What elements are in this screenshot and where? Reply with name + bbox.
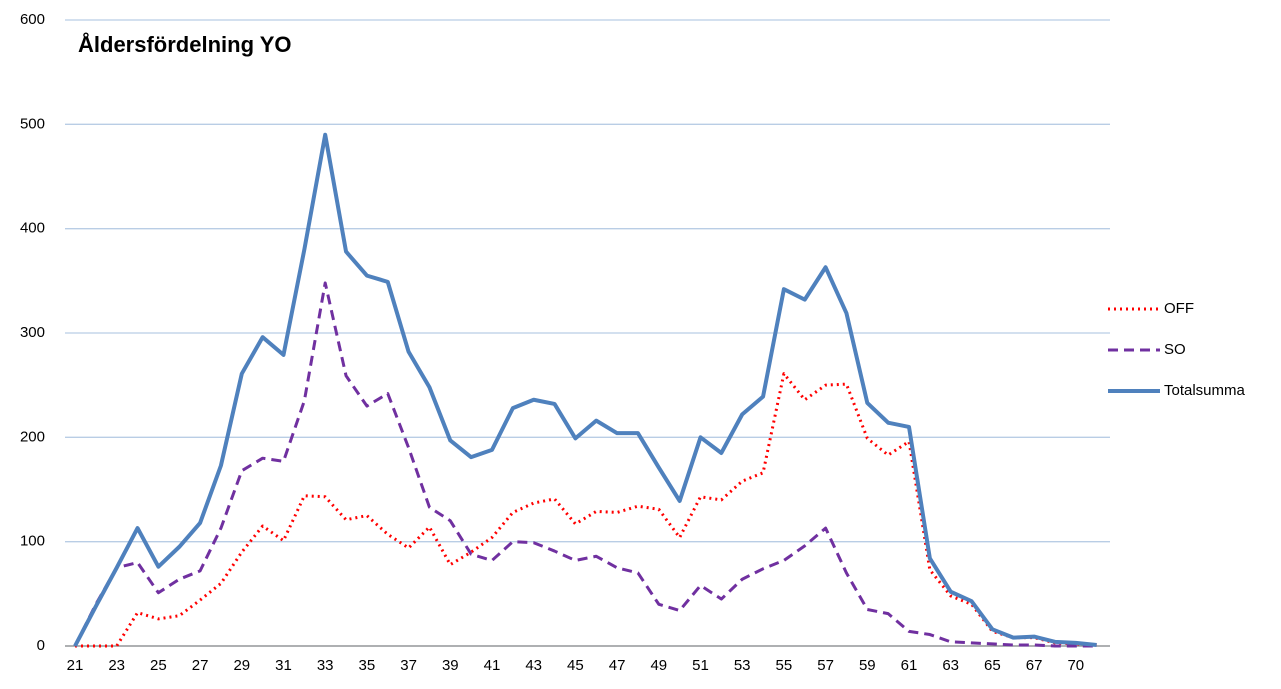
legend-label: Totalsumma: [1164, 382, 1246, 399]
x-tick-label: 59: [859, 657, 876, 674]
x-tick-label: 47: [609, 657, 626, 674]
x-tick-label: 45: [567, 657, 584, 674]
x-tick-label: 57: [817, 657, 834, 674]
series-line: [73, 132, 1097, 647]
y-tick-label: 600: [20, 11, 45, 28]
y-tick-label: 300: [20, 324, 45, 341]
x-tick-label: 25: [150, 657, 167, 674]
y-tick-label: 400: [20, 220, 45, 237]
x-tick-label: 35: [359, 657, 376, 674]
legend-label: SO: [1164, 341, 1186, 358]
x-tick-label: 61: [901, 657, 918, 674]
x-tick-label: 70: [1067, 657, 1084, 674]
x-tick-label: 23: [108, 657, 125, 674]
x-tick-label: 41: [484, 657, 501, 674]
x-tick-label: 37: [400, 657, 417, 674]
x-tick-label: 33: [317, 657, 334, 674]
x-tick-label: 49: [650, 657, 667, 674]
x-tick-label: 21: [67, 657, 84, 674]
y-tick-label: 500: [20, 115, 45, 132]
x-tick-label: 63: [942, 657, 959, 674]
x-tick-label: 39: [442, 657, 459, 674]
y-tick-label: 100: [20, 533, 45, 550]
x-tick-label: 27: [192, 657, 209, 674]
x-tick-label: 53: [734, 657, 751, 674]
x-tick-label: 43: [525, 657, 542, 674]
x-tick-label: 67: [1026, 657, 1043, 674]
y-tick-label: 200: [20, 428, 45, 445]
x-tick-label: 55: [776, 657, 793, 674]
y-tick-label: 0: [37, 637, 45, 654]
x-tick-label: 31: [275, 657, 292, 674]
x-tick-label: 51: [692, 657, 709, 674]
x-tick-label: 29: [233, 657, 250, 674]
chart-title: Åldersfördelning YO: [78, 31, 292, 57]
legend-label: OFF: [1164, 300, 1194, 317]
x-tick-label: 65: [984, 657, 1001, 674]
series-line: [73, 281, 1097, 648]
